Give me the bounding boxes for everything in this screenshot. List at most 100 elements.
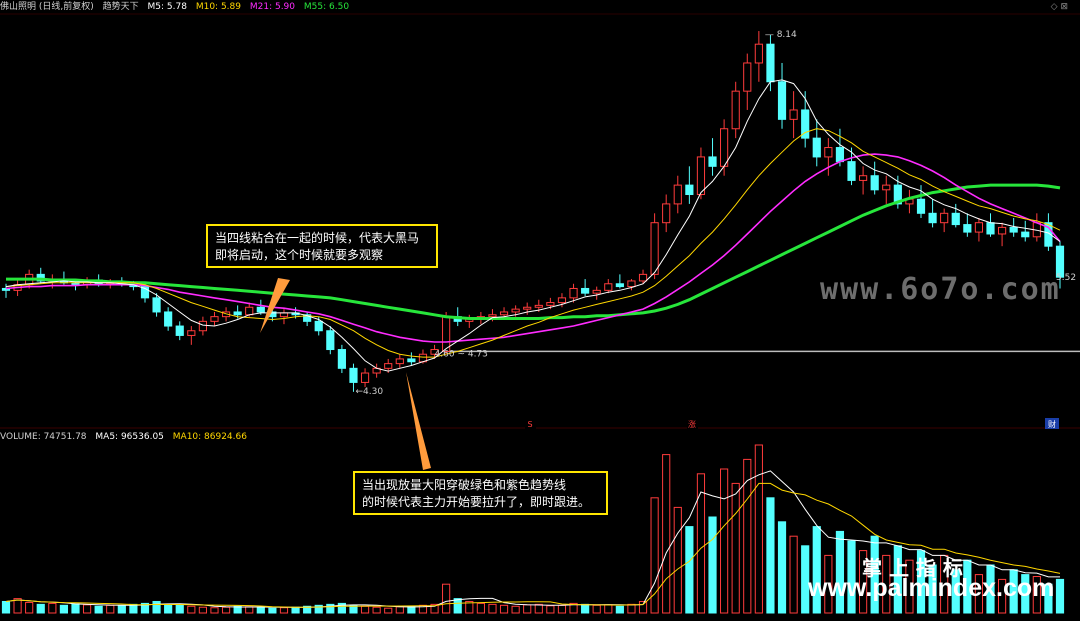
candle-body xyxy=(187,330,196,336)
candle-body xyxy=(442,316,451,352)
candle-body xyxy=(893,184,902,205)
volume-bar xyxy=(592,604,601,614)
volume-bar xyxy=(847,540,856,614)
candle-body xyxy=(916,198,926,214)
annotation-1-line-2: 即将启动，这个时候就要多观察 xyxy=(215,248,384,262)
volume-bar xyxy=(314,604,323,614)
volume-bar xyxy=(974,574,984,614)
volume-bar xyxy=(268,607,277,614)
current-price-label: 5.52 xyxy=(1056,273,1076,283)
low-price-label: ←4.30 xyxy=(355,387,383,397)
volume-bar xyxy=(256,606,265,614)
candle-body xyxy=(198,320,207,332)
volume-bar xyxy=(824,554,833,614)
candle-body xyxy=(754,43,763,64)
volume-bar xyxy=(395,606,404,614)
volume-bar xyxy=(48,602,57,614)
candle-body xyxy=(743,62,752,92)
volume-bar xyxy=(789,535,798,614)
volume-bar xyxy=(279,607,289,614)
volume-bar xyxy=(801,545,810,614)
candle-body xyxy=(303,314,312,322)
marker-cai-bg xyxy=(1045,418,1059,429)
annotation-2-line-1: 当出现放量大阳穿破绿色和紫色趋势线 xyxy=(362,478,567,492)
volume-bar xyxy=(882,554,891,614)
candle-body xyxy=(233,311,242,316)
annotation-2-line-2: 的时候代表主力开始要拉升了，即时跟进。 xyxy=(362,495,591,509)
candle-body xyxy=(430,349,439,355)
candle-body xyxy=(360,372,370,383)
candle-body xyxy=(801,109,810,139)
candle-body xyxy=(326,330,335,351)
annotation-box-1: 当四线粘合在一起的时候，代表大黑马 即将启动，这个时候就要多观察 xyxy=(206,224,438,268)
window-controls-icon[interactable]: ◇ ⊠ xyxy=(1050,2,1068,12)
volume-bar xyxy=(187,605,196,614)
candle-body xyxy=(523,306,532,310)
candle-body xyxy=(928,212,937,224)
volume-bar xyxy=(812,526,821,614)
price-header: 佛山照明 (日线,前复权) 趋势天下 M5: 5.78 M10: 5.89 M2… xyxy=(0,0,1080,14)
annotation-1-line-1: 当四线粘合在一起的时候，代表大黑马 xyxy=(215,231,420,245)
candle-body xyxy=(245,306,254,316)
volume-bar xyxy=(360,605,370,614)
ma55-line xyxy=(6,183,1061,320)
candle-body xyxy=(789,109,798,120)
ma10-legend: M10: 5.89 xyxy=(195,2,241,12)
candle-body xyxy=(870,175,879,191)
volume-bar xyxy=(731,482,740,614)
candle-body xyxy=(777,81,787,120)
candle-body xyxy=(615,283,624,288)
volume-bar xyxy=(615,605,624,614)
candle-body xyxy=(581,287,590,294)
candle-body xyxy=(1055,245,1065,278)
volume-bar xyxy=(905,559,914,614)
annotation-arrow-2 xyxy=(406,372,431,470)
candle-body xyxy=(384,363,393,369)
volume-bar xyxy=(708,516,717,614)
volume-bar xyxy=(175,604,184,614)
volume-bar xyxy=(859,550,868,614)
marker-zhang: 涨 xyxy=(688,419,696,429)
candle-body xyxy=(592,289,601,294)
candle-body xyxy=(685,184,694,196)
volume-bar xyxy=(696,473,706,614)
volume-bar xyxy=(685,526,694,614)
candle-body xyxy=(279,312,289,318)
volume-bar xyxy=(82,604,92,614)
marker-s: S xyxy=(527,420,532,429)
candle-body xyxy=(488,314,497,318)
volume-legend: VOLUME: 74751.78 xyxy=(0,432,87,442)
candle-body xyxy=(511,308,520,313)
stock-name[interactable]: 佛山照明 (日线,前复权) xyxy=(0,2,94,12)
candle-body xyxy=(997,226,1007,235)
indicator-name[interactable]: 趋势天下 xyxy=(102,2,139,12)
candle-body xyxy=(650,222,659,275)
marker-s-bg xyxy=(525,419,536,430)
candle-body xyxy=(638,273,648,282)
volume-bar xyxy=(604,604,613,614)
ma21-line xyxy=(5,153,1061,343)
candle-body xyxy=(824,147,833,158)
candle-body xyxy=(673,184,682,205)
volume-bar xyxy=(430,603,439,614)
candle-body xyxy=(940,212,949,224)
volume-bar xyxy=(1055,578,1065,614)
volume-bar xyxy=(1044,583,1053,614)
cross-price-label: 4.60 ~ 4.73 xyxy=(435,349,488,359)
candle-body xyxy=(986,222,995,235)
volume-bar xyxy=(523,604,532,614)
candle-body xyxy=(395,358,404,365)
volume-header: VOLUME: 74751.78 MA5: 96536.05 MA10: 869… xyxy=(0,430,1080,444)
candle-body xyxy=(951,212,960,226)
watermark-site-2: www.palmindex.com xyxy=(808,574,1055,602)
candle-body xyxy=(604,283,613,291)
volume-bar xyxy=(245,606,254,614)
candle-body xyxy=(175,325,184,336)
volume-bar xyxy=(835,530,845,614)
volume-bar xyxy=(546,605,555,614)
candle-body xyxy=(835,147,845,163)
volume-ma5-legend: MA5: 96536.05 xyxy=(95,432,164,442)
candle-body xyxy=(812,137,821,158)
volume-bar xyxy=(442,583,451,614)
